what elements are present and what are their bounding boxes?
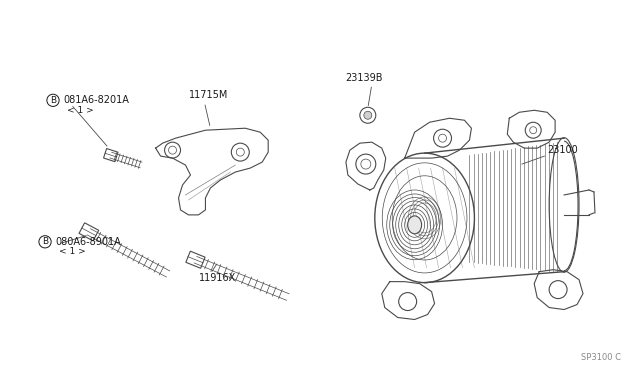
Text: < 1 >: < 1 >: [67, 106, 93, 115]
Text: 11715M: 11715M: [189, 90, 228, 100]
Text: 23100: 23100: [547, 145, 578, 155]
Text: B: B: [50, 96, 56, 105]
Text: B: B: [42, 237, 48, 246]
Ellipse shape: [408, 216, 422, 234]
Circle shape: [364, 111, 372, 119]
Text: 081A6-8201A: 081A6-8201A: [63, 95, 129, 105]
Text: SP3100 C: SP3100 C: [581, 353, 621, 362]
Text: 080A6-8901A: 080A6-8901A: [55, 237, 121, 247]
Text: 23139B: 23139B: [345, 73, 383, 83]
Text: 11916X: 11916X: [198, 273, 236, 283]
Text: < 1 >: < 1 >: [59, 247, 86, 256]
